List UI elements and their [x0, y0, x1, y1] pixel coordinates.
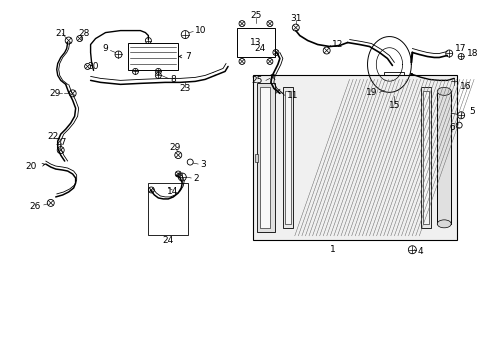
Text: 25: 25 — [250, 11, 261, 20]
Text: 15: 15 — [388, 101, 399, 110]
Text: 17: 17 — [454, 44, 466, 53]
Text: 24: 24 — [254, 44, 265, 53]
Text: 24: 24 — [163, 236, 174, 245]
Bar — [254, 154, 258, 162]
Text: 23: 23 — [179, 84, 190, 93]
Ellipse shape — [436, 220, 450, 228]
Text: 14: 14 — [166, 188, 178, 197]
Bar — [237, 28, 274, 58]
Bar — [384, 72, 404, 96]
Text: 26: 26 — [29, 202, 41, 211]
Text: 12: 12 — [331, 40, 343, 49]
Bar — [436, 91, 450, 224]
Text: 6: 6 — [448, 123, 454, 132]
Text: 18: 18 — [466, 49, 478, 58]
Bar — [282, 87, 292, 228]
Bar — [260, 87, 269, 228]
Bar — [256, 84, 274, 232]
Bar — [423, 91, 428, 224]
Bar — [285, 91, 290, 224]
Bar — [421, 87, 430, 228]
Text: 11: 11 — [286, 91, 298, 100]
Text: 27: 27 — [55, 138, 66, 147]
Text: 8: 8 — [170, 75, 176, 84]
Text: 1: 1 — [329, 245, 335, 254]
Bar — [128, 42, 178, 71]
Text: 20: 20 — [25, 162, 37, 171]
Text: 21: 21 — [55, 29, 66, 38]
Text: 25: 25 — [251, 76, 263, 85]
Text: 5: 5 — [468, 107, 474, 116]
Bar — [252, 75, 456, 240]
Text: 29: 29 — [169, 143, 181, 152]
Text: 7: 7 — [185, 52, 191, 61]
Text: 22: 22 — [47, 132, 59, 141]
Text: 30: 30 — [87, 62, 98, 71]
Text: 2: 2 — [193, 174, 199, 183]
Text: 10: 10 — [195, 26, 206, 35]
Text: 28: 28 — [78, 29, 89, 38]
Bar — [148, 183, 188, 235]
Text: 31: 31 — [289, 14, 301, 23]
Text: 13: 13 — [250, 38, 261, 47]
Text: 19: 19 — [365, 88, 377, 97]
Text: 9: 9 — [102, 44, 108, 53]
Ellipse shape — [436, 87, 450, 95]
Text: 3: 3 — [200, 159, 205, 168]
Text: 16: 16 — [459, 82, 471, 91]
Text: 4: 4 — [416, 247, 422, 256]
Text: 29: 29 — [49, 89, 61, 98]
